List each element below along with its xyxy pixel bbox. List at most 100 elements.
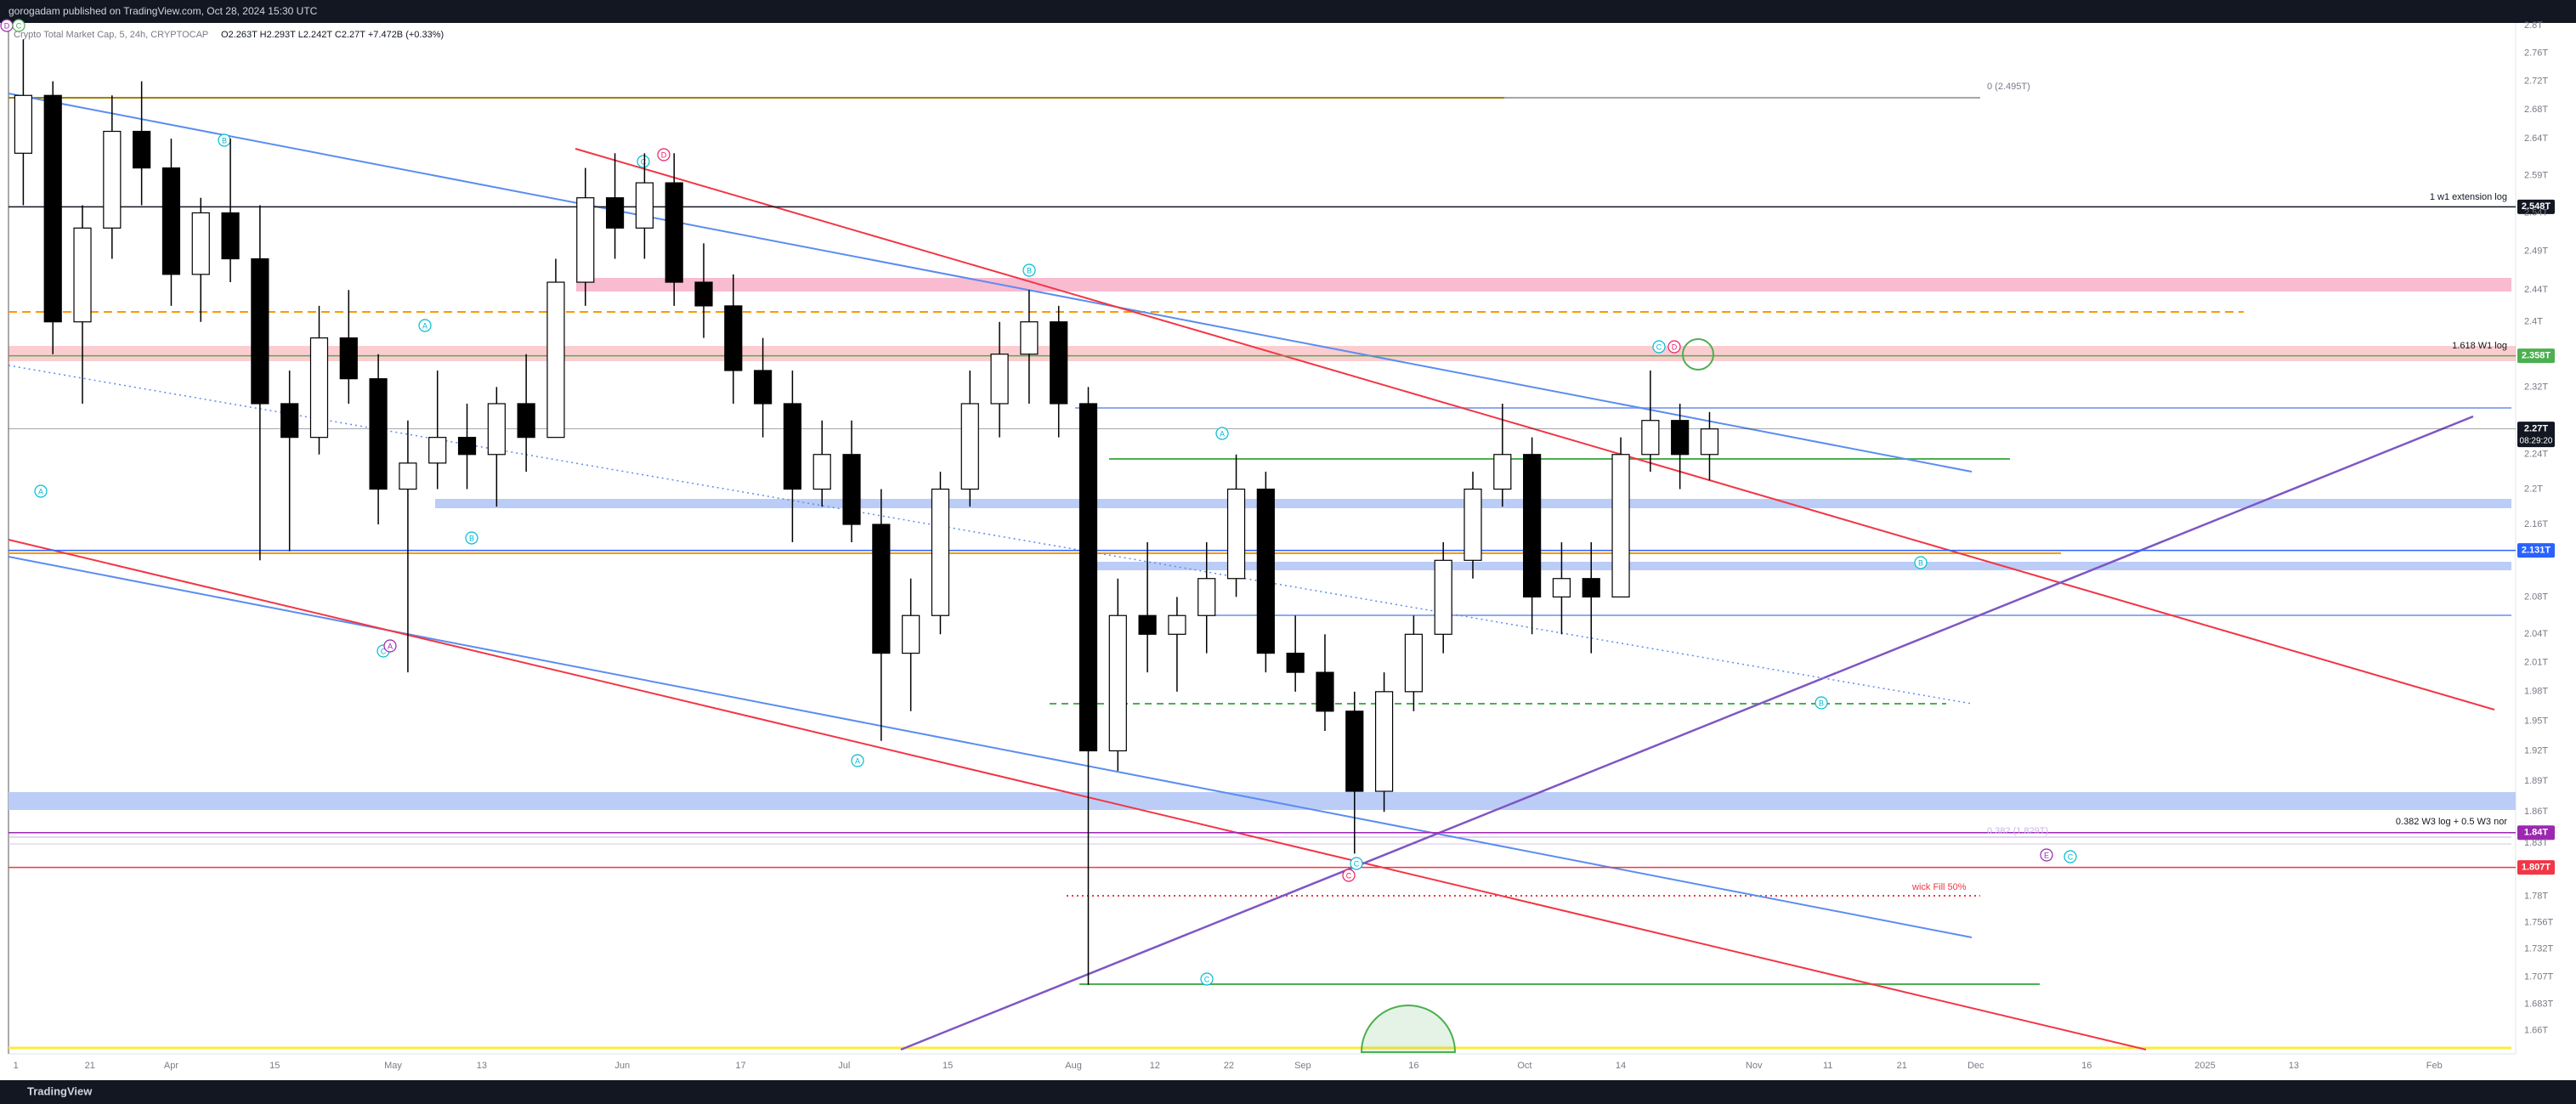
y-tick-label: 1.683T <box>2524 999 2554 1009</box>
drawing-line <box>900 415 2474 1051</box>
top-bar <box>0 0 2576 23</box>
wave-marker <box>1350 857 1363 870</box>
y-tick-label: 1.92T <box>2524 745 2548 756</box>
y-tick-label: 2.8T <box>2524 20 2543 31</box>
zone <box>1079 562 2511 570</box>
wave-marker <box>34 484 48 498</box>
wave-marker <box>465 531 478 545</box>
wave-label: B <box>1918 558 1923 567</box>
y-tick-label: 2.64T <box>2524 133 2548 144</box>
y-tick-label: 2.72T <box>2524 76 2548 86</box>
candle-body <box>73 227 92 323</box>
y-tick-label: 2.01T <box>2524 658 2548 668</box>
candle-body <box>1582 578 1600 597</box>
candle-body <box>694 281 713 307</box>
ohlc-header: O2.263T H2.293T L2.242T C2.27T +7.472B (… <box>221 30 444 40</box>
drawing-line <box>8 365 1973 705</box>
candle-body <box>457 437 477 456</box>
candle-body <box>1700 428 1719 456</box>
wave-label: D <box>661 150 667 159</box>
y-tick-label: 2.24T <box>2524 450 2548 460</box>
candle-body <box>1434 559 1452 635</box>
candle-body <box>221 212 240 260</box>
candle-body <box>191 212 210 275</box>
wave-marker <box>851 754 864 767</box>
x-tick-label: Aug <box>1065 1061 1082 1071</box>
x-tick-label: Dec <box>1967 1061 1984 1071</box>
wave-marker <box>2064 850 2077 863</box>
brand: TradingView <box>27 1084 93 1097</box>
wave-marker <box>1200 972 1214 986</box>
wave-marker <box>2040 848 2053 862</box>
candle-body <box>665 182 683 283</box>
wave-marker <box>383 639 397 653</box>
candle-body <box>842 454 861 525</box>
circle-marker <box>1682 338 1714 371</box>
wave-marker <box>1022 263 1036 277</box>
y-tick-label: 2.49T <box>2524 246 2548 256</box>
candle-body <box>1020 321 1039 355</box>
candle-body <box>1050 321 1068 405</box>
y-tick-label: 2.44T <box>2524 285 2548 295</box>
annotation: 0.382 (1.829T) <box>1987 826 2048 836</box>
price-label-bg <box>2517 860 2555 875</box>
drawing-line <box>8 93 1973 473</box>
wave-marker <box>637 155 650 168</box>
candle-body <box>1286 652 1305 673</box>
wave-label: A <box>1220 429 1225 438</box>
candle-body <box>14 94 33 154</box>
x-tick-label: Sep <box>1294 1061 1311 1071</box>
y-tick-label: 1.732T <box>2524 943 2554 954</box>
candle-body <box>1464 488 1482 561</box>
candle-body <box>960 403 979 490</box>
candle-body <box>1226 488 1246 580</box>
wave-label: B <box>222 136 227 144</box>
candle-body <box>1256 488 1275 654</box>
wave-label: B <box>1027 266 1032 275</box>
countdown: 08:29:20 <box>2520 436 2553 445</box>
wave-label: C <box>1346 871 1352 880</box>
y-tick-label: 2.16T <box>2524 519 2548 529</box>
wave-marker <box>1914 556 1928 569</box>
candle-body <box>783 403 802 490</box>
wave-marker <box>1652 340 1666 354</box>
wave-label: A <box>388 642 393 650</box>
candle-body <box>724 305 743 371</box>
zone <box>8 792 2516 810</box>
drawing-line <box>8 556 1973 938</box>
x-tick-label: Jun <box>614 1061 630 1071</box>
y-tick-label: 1.707T <box>2524 971 2554 982</box>
x-tick-label: 21 <box>85 1061 95 1071</box>
wave-label: B <box>469 534 474 542</box>
price-label-bg <box>2517 543 2555 558</box>
candle-body <box>487 403 506 456</box>
y-tick-label: 1.95T <box>2524 716 2548 726</box>
x-tick-label: 16 <box>2081 1061 2092 1071</box>
y-tick-label: 2.59T <box>2524 170 2548 180</box>
wave-label: C <box>1354 859 1360 868</box>
candle-body <box>1552 578 1571 597</box>
zone <box>576 278 2511 292</box>
y-tick-label: 2.76T <box>2524 48 2548 58</box>
y-tick-label: 2.54T <box>2524 207 2548 218</box>
candle-body <box>251 258 269 405</box>
candle-body <box>1671 420 1690 456</box>
x-tick-label: 12 <box>1150 1061 1160 1071</box>
wave-label: D <box>1672 343 1678 351</box>
x-tick-label: Oct <box>1517 1061 1531 1071</box>
x-tick-label: 16 <box>1408 1061 1418 1071</box>
candle-body <box>399 462 417 490</box>
price-label: 2.358T <box>2522 351 2551 361</box>
x-tick-label: 13 <box>2289 1061 2299 1071</box>
candle-body <box>605 197 625 229</box>
candle-body <box>1611 454 1630 597</box>
candle-body <box>754 370 773 405</box>
x-tick-label: May <box>384 1061 402 1071</box>
candle-body <box>1345 711 1364 792</box>
x-tick-label: 11 <box>1823 1061 1832 1071</box>
candle-body <box>812 454 831 490</box>
candle-body <box>103 130 122 229</box>
wave-label: A <box>855 756 860 765</box>
